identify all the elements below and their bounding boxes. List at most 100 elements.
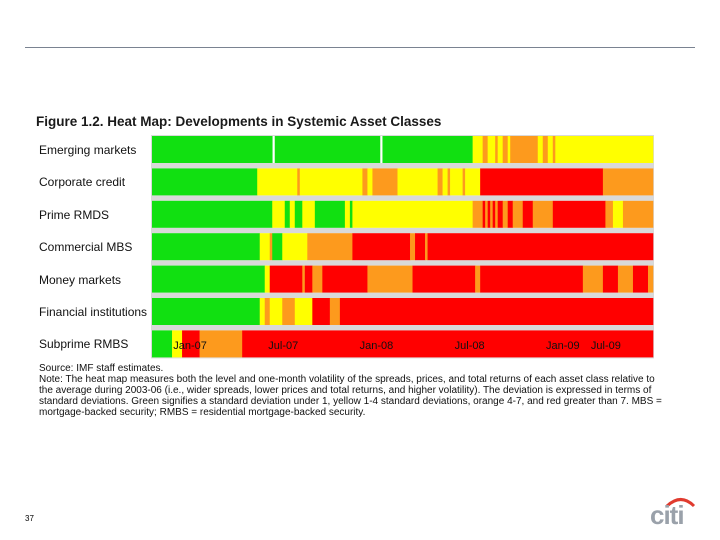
x-tick-label: Jul-09 — [590, 340, 621, 352]
heatmap-cell — [367, 168, 373, 196]
heatmap-cell — [475, 265, 481, 293]
heatmap-cell — [152, 298, 261, 325]
heatmap-cell — [472, 136, 483, 163]
heatmap-cell — [152, 265, 266, 293]
heatmap-cell — [495, 136, 498, 163]
heatmap-cell — [152, 136, 273, 163]
heatmap-cell — [302, 265, 306, 293]
heatmap-cell — [512, 136, 539, 163]
row-label: Prime RMDS — [39, 207, 110, 222]
heatmap-cell — [282, 298, 296, 325]
heatmap-cell — [344, 200, 351, 228]
heatmap-cell — [507, 200, 514, 228]
heatmap-cell — [242, 330, 654, 358]
heatmap-cell — [367, 265, 413, 293]
heatmap-cell — [199, 330, 243, 358]
figure-title: Figure 1.2. Heat Map: Developments in Sy… — [36, 114, 442, 129]
x-tick-label: Jul-08 — [454, 340, 485, 352]
heatmap-cell — [297, 168, 301, 196]
heatmap-cell — [552, 136, 556, 163]
heatmap-cell — [507, 136, 511, 163]
heatmap-cell — [349, 200, 353, 228]
x-tick-label: Jan-08 — [359, 340, 394, 352]
heatmap-cell — [612, 200, 624, 228]
heatmap-cell — [547, 136, 554, 163]
heatmap-cell — [412, 265, 476, 293]
heatmap-cell — [447, 168, 451, 196]
row-label: Commercial MBS — [39, 240, 133, 255]
heatmap-cell — [264, 298, 271, 325]
heatmap-cell — [382, 136, 473, 163]
heatmap-cell — [269, 298, 283, 325]
heatmap-cell — [152, 330, 173, 358]
x-tick-label: Jul-07 — [268, 340, 299, 352]
heatmap-cell — [497, 136, 503, 163]
citi-logo: citi — [650, 494, 696, 530]
heatmap-cell — [152, 200, 273, 228]
heatmap-cell — [259, 233, 271, 261]
x-tick-label: Jan-09 — [545, 340, 580, 352]
heatmap-cell — [532, 200, 554, 228]
row-label: Corporate credit — [39, 175, 126, 190]
heatmap-cell — [512, 200, 524, 228]
row-label: Subprime RMBS — [39, 337, 129, 352]
row-label: Financial institutions — [39, 305, 148, 319]
heatmap-cell — [622, 200, 654, 228]
heatmap-cell — [502, 136, 509, 163]
heatmap-cell — [172, 330, 183, 358]
heatmap-cell — [602, 168, 654, 196]
heatmap-cell — [314, 200, 346, 228]
row-label: Emerging markets — [39, 143, 137, 157]
row-label: Money markets — [39, 272, 122, 287]
heatmap-cell — [259, 298, 266, 325]
heatmap-cell — [537, 136, 544, 163]
figure-note: Note: The heat map measures both the lev… — [39, 374, 662, 418]
heatmap-cell — [294, 298, 313, 325]
citi-logo-text: citi — [650, 500, 685, 530]
heatmap-cell — [480, 168, 604, 196]
page-number: 37 — [25, 514, 34, 523]
heatmap-cell — [362, 168, 368, 196]
heatmap-cell — [482, 200, 486, 228]
figure-source: Source: IMF staff estimates. — [39, 363, 164, 374]
heatmap-cell — [437, 168, 443, 196]
heatmap-cell — [304, 265, 313, 293]
heatmap-cell — [442, 168, 448, 196]
heatmap-cell — [329, 298, 341, 325]
heatmap-cell — [312, 298, 331, 325]
heatmap-cell — [582, 265, 604, 293]
heatmap-cell — [425, 233, 428, 261]
heatmap-cell — [605, 200, 614, 228]
heatmap-cell — [322, 265, 368, 293]
heatmap-cell — [299, 168, 363, 196]
heatmap-cell — [410, 233, 416, 261]
heatmap-cell — [487, 136, 496, 163]
heatmap-cell — [567, 136, 654, 163]
heatmap-cell — [269, 265, 303, 293]
heatmap-cell — [312, 265, 323, 293]
heatmap-cell — [552, 200, 606, 228]
heatmap-cell — [352, 200, 473, 228]
heatmap-cell — [282, 233, 308, 261]
heatmap-cell — [522, 200, 534, 228]
heatmap-cell — [427, 233, 654, 261]
heatmap-cell — [462, 168, 466, 196]
heatmap-cell — [542, 136, 549, 163]
x-tick-label: Jan-07 — [173, 340, 207, 352]
heatmap-cell — [182, 330, 200, 358]
heatmap-cell — [502, 200, 509, 228]
heatmap-cell — [152, 233, 261, 261]
heatmap-cell — [307, 233, 353, 261]
heatmap-cell — [492, 200, 496, 228]
heatmap-cell — [257, 168, 298, 196]
heatmap-cell — [495, 200, 498, 228]
heatmap-cell — [450, 168, 463, 196]
heatmap-cell — [510, 136, 514, 163]
heatmap-cell — [284, 200, 291, 228]
heatmap-cell — [485, 200, 488, 228]
heatmap-cell — [372, 168, 398, 196]
heatmap-cell — [289, 200, 296, 228]
heatmap-cell — [632, 265, 649, 293]
heatmap-cell — [465, 168, 481, 196]
heatmap-cell — [294, 200, 303, 228]
